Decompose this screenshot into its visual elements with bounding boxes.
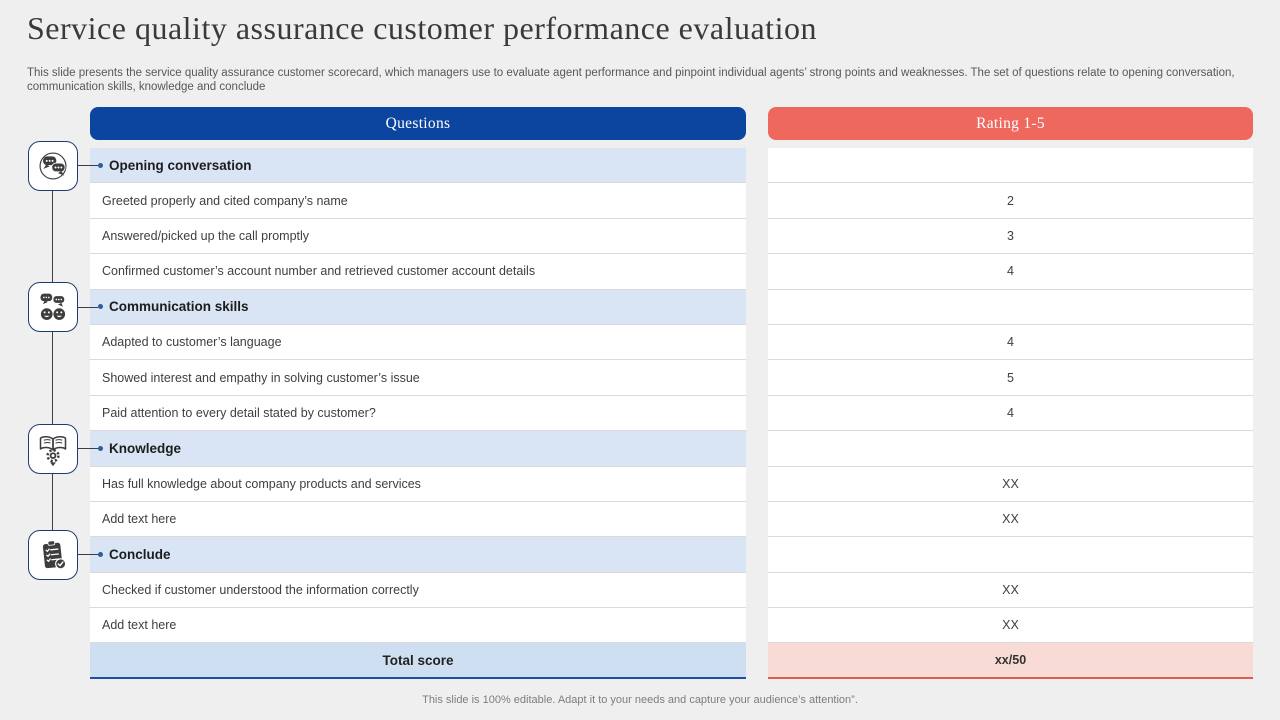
editable-note: This slide is 100% editable. Adapt it to… (422, 694, 858, 706)
table-row-category: Knowledge (90, 431, 1253, 467)
page-title: Service quality assurance customer perfo… (27, 10, 817, 46)
rating-value: 4 (768, 324, 1253, 361)
questions-column-header: Questions (90, 107, 746, 140)
rating-value: 4 (768, 395, 1253, 432)
table-row-category: Conclude (90, 537, 1253, 573)
table-row: Answered/picked up the call promptly 3 (90, 218, 1253, 255)
table-row: Has full knowledge about company product… (90, 466, 1253, 502)
rating-value: 3 (768, 218, 1253, 255)
icon-rail-connector-line (52, 166, 54, 555)
total-score-label: Total score (90, 643, 746, 679)
column-gap (746, 107, 768, 140)
question-label: Answered/picked up the call promptly (90, 218, 746, 255)
table-row: Adapted to customer’s language 4 (90, 324, 1253, 361)
question-label: Showed interest and empathy in solving c… (90, 360, 746, 396)
scorecard-table: Questions Rating 1-5 Opening conversatio… (90, 107, 1253, 679)
table-header-row: Questions Rating 1-5 (90, 107, 1253, 140)
table-row-category: Opening conversation (90, 148, 1253, 184)
question-label: Confirmed customer’s account number and … (90, 254, 746, 290)
conversation-icon (28, 141, 78, 191)
table-row: Add text here XX (90, 501, 1253, 538)
rating-value: XX (768, 572, 1253, 609)
table-row: Add text here XX (90, 608, 1253, 644)
rating-value: 2 (768, 183, 1253, 219)
rating-value: XX (768, 466, 1253, 502)
table-row: Greeted properly and cited company’s nam… (90, 183, 1253, 219)
table-row: Showed interest and empathy in solving c… (90, 360, 1253, 396)
question-label: Adapted to customer’s language (90, 324, 746, 361)
table-row: Checked if customer understood the infor… (90, 572, 1253, 609)
table-row-category: Communication skills (90, 289, 1253, 325)
total-score-value: xx/50 (768, 643, 1253, 679)
rating-value: XX (768, 501, 1253, 538)
question-label: Add text here (90, 501, 746, 538)
question-label: Add text here (90, 608, 746, 644)
rating-column-header: Rating 1-5 (768, 107, 1253, 140)
rating-value (768, 289, 1253, 325)
category-label: Conclude (90, 537, 746, 573)
rating-value (768, 148, 1253, 184)
question-label: Has full knowledge about company product… (90, 466, 746, 502)
slide-description: This slide presents the service quality … (27, 67, 1235, 93)
connector-line (78, 165, 98, 167)
rating-value: 5 (768, 360, 1253, 396)
category-label: Knowledge (90, 431, 746, 467)
category-label: Opening conversation (90, 148, 746, 184)
conclude-icon (28, 530, 78, 580)
rating-value (768, 431, 1253, 467)
rating-value (768, 537, 1253, 573)
table-row: Confirmed customer’s account number and … (90, 254, 1253, 290)
question-label: Checked if customer understood the infor… (90, 572, 746, 609)
table-row: Paid attention to every detail stated by… (90, 395, 1253, 432)
question-label: Greeted properly and cited company’s nam… (90, 183, 746, 219)
question-label: Paid attention to every detail stated by… (90, 395, 746, 432)
category-label: Communication skills (90, 289, 746, 325)
connector-line (78, 307, 98, 309)
knowledge-icon (28, 424, 78, 474)
rating-value: 4 (768, 254, 1253, 290)
rating-value: XX (768, 608, 1253, 644)
total-score-row: Total score xx/50 (90, 643, 1253, 679)
connector-line (78, 554, 98, 556)
connector-line (78, 448, 98, 450)
communication-icon (28, 282, 78, 332)
